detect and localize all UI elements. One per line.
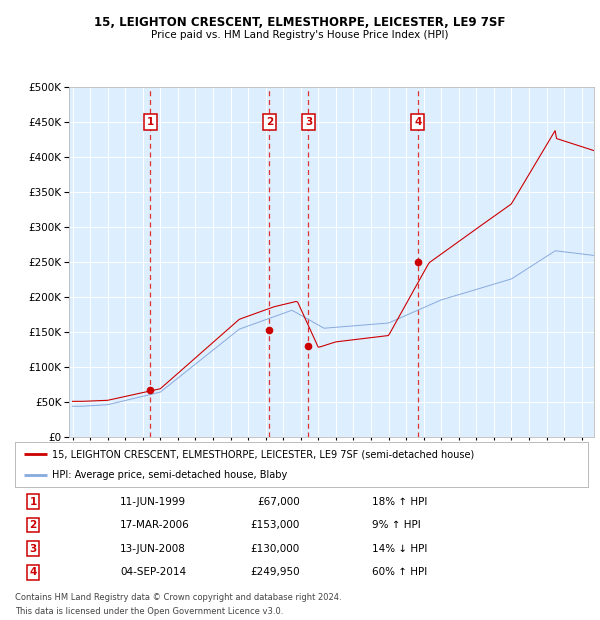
Text: Price paid vs. HM Land Registry's House Price Index (HPI): Price paid vs. HM Land Registry's House … [151, 30, 449, 40]
Text: 9% ↑ HPI: 9% ↑ HPI [372, 520, 421, 530]
Text: 4: 4 [414, 117, 422, 127]
Text: £249,950: £249,950 [250, 567, 300, 577]
Text: 2: 2 [266, 117, 273, 127]
Text: 60% ↑ HPI: 60% ↑ HPI [372, 567, 427, 577]
Text: 1: 1 [147, 117, 154, 127]
Text: £153,000: £153,000 [251, 520, 300, 530]
Text: £67,000: £67,000 [257, 497, 300, 507]
Text: £130,000: £130,000 [251, 544, 300, 554]
Text: 13-JUN-2008: 13-JUN-2008 [120, 544, 186, 554]
Text: 15, LEIGHTON CRESCENT, ELMESTHORPE, LEICESTER, LE9 7SF: 15, LEIGHTON CRESCENT, ELMESTHORPE, LEIC… [94, 16, 506, 29]
Text: 14% ↓ HPI: 14% ↓ HPI [372, 544, 427, 554]
Text: 2: 2 [29, 520, 37, 530]
Text: HPI: Average price, semi-detached house, Blaby: HPI: Average price, semi-detached house,… [52, 469, 287, 480]
Text: 11-JUN-1999: 11-JUN-1999 [120, 497, 186, 507]
Text: Contains HM Land Registry data © Crown copyright and database right 2024.: Contains HM Land Registry data © Crown c… [15, 593, 341, 603]
Text: 4: 4 [29, 567, 37, 577]
Text: 18% ↑ HPI: 18% ↑ HPI [372, 497, 427, 507]
Text: 04-SEP-2014: 04-SEP-2014 [120, 567, 186, 577]
Text: 15, LEIGHTON CRESCENT, ELMESTHORPE, LEICESTER, LE9 7SF (semi-detached house): 15, LEIGHTON CRESCENT, ELMESTHORPE, LEIC… [52, 449, 475, 459]
Text: 3: 3 [29, 544, 37, 554]
Text: 1: 1 [29, 497, 37, 507]
Text: 17-MAR-2006: 17-MAR-2006 [120, 520, 190, 530]
Text: This data is licensed under the Open Government Licence v3.0.: This data is licensed under the Open Gov… [15, 607, 283, 616]
Text: 3: 3 [305, 117, 312, 127]
